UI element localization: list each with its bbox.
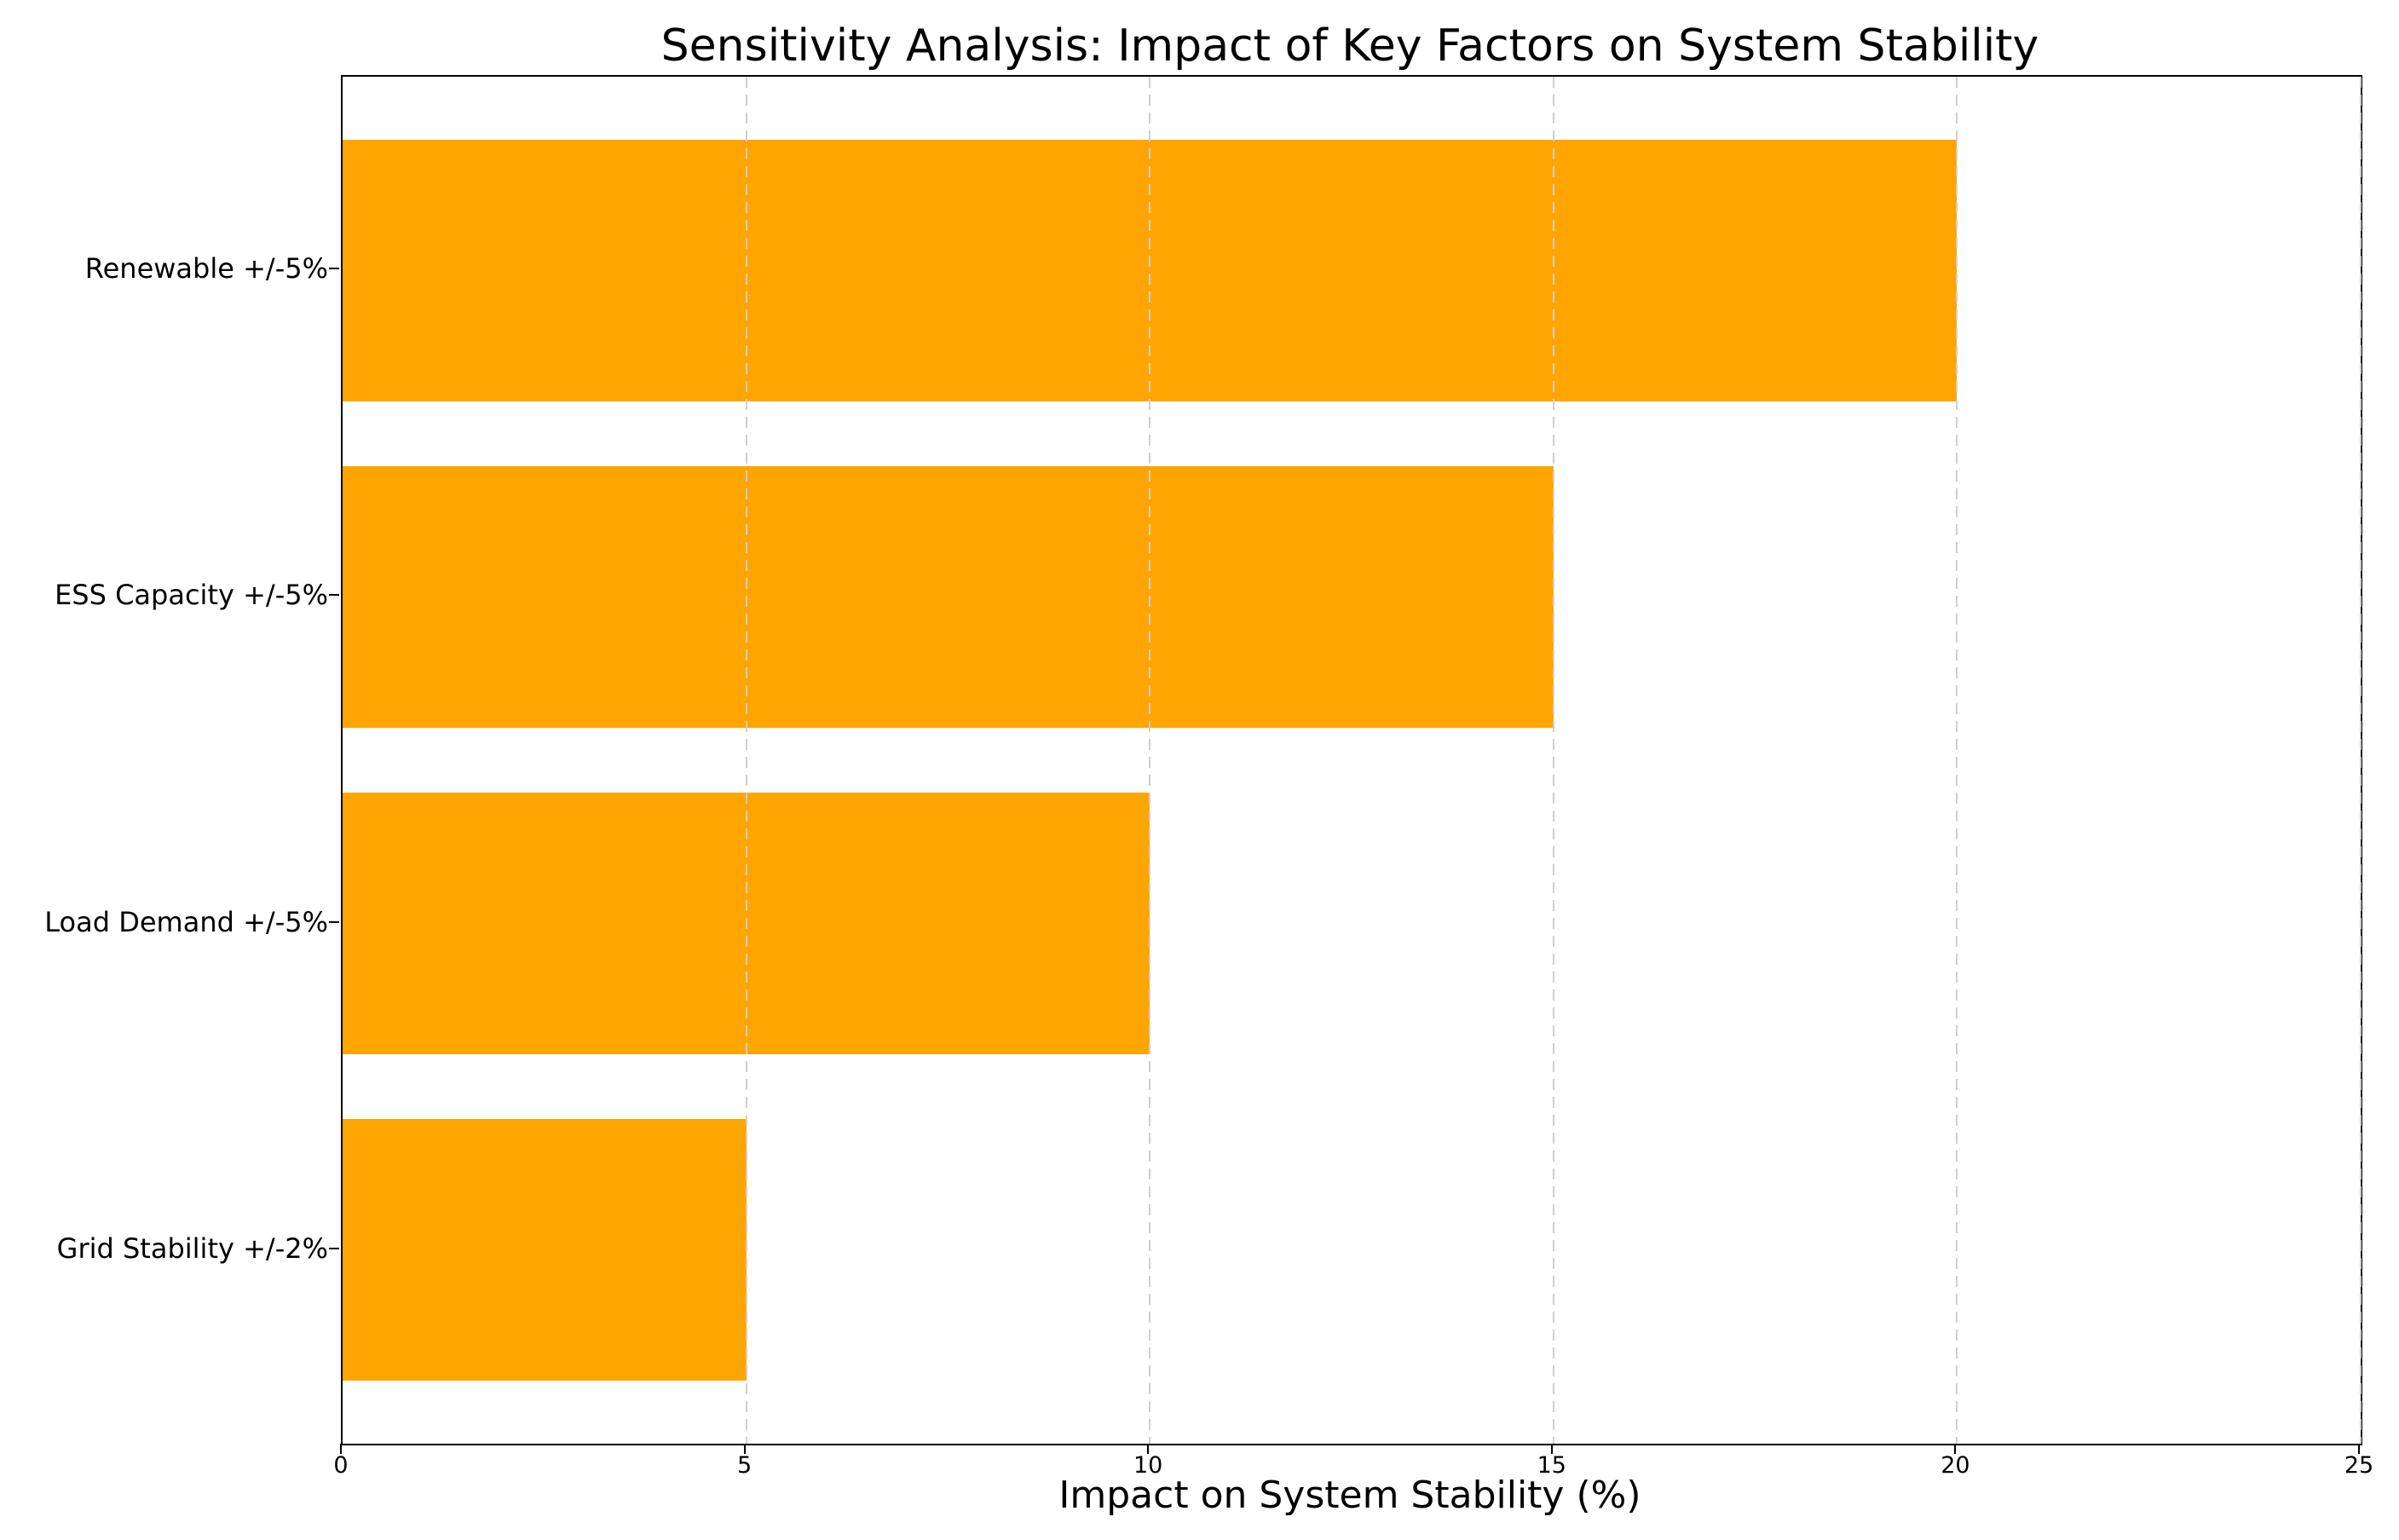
x-tick-label: 15 — [1537, 1452, 1566, 1479]
gridline-x-20 — [1956, 77, 1958, 1444]
x-tick-label: 20 — [1941, 1452, 1970, 1479]
x-tick-mark — [1954, 1444, 1957, 1454]
x-tick-label: 25 — [2344, 1452, 2374, 1479]
gridline-x-25 — [2360, 77, 2362, 1444]
y-tick-label: ESS Capacity +/-5% — [55, 579, 328, 612]
y-tick-label: Load Demand +/-5% — [44, 905, 328, 938]
x-tick-mark — [2358, 1444, 2360, 1454]
y-tick-mark — [329, 920, 339, 923]
x-axis-label: Impact on System Stability (%) — [1058, 1474, 1641, 1517]
bar-grid-stability-2 — [343, 1119, 747, 1381]
y-tick-mark — [329, 594, 339, 597]
y-tick-label: Renewable +/-5% — [84, 252, 328, 285]
gridline-x-15 — [1552, 77, 1554, 1444]
gridline-x-10 — [1149, 77, 1151, 1444]
x-tick-mark — [1147, 1444, 1150, 1454]
gridline-x-5 — [745, 77, 747, 1444]
y-tick-mark — [329, 1247, 339, 1249]
plot-area — [341, 75, 2362, 1445]
bar-ess-capacity-5 — [343, 465, 1554, 728]
x-tick-mark — [340, 1444, 342, 1454]
x-tick-label: 10 — [1133, 1452, 1163, 1479]
x-tick-mark — [1550, 1444, 1553, 1454]
x-tick-label: 5 — [737, 1452, 753, 1479]
x-tick-label: 0 — [333, 1452, 349, 1479]
y-tick-label: Grid Stability +/-2% — [56, 1231, 328, 1265]
x-tick-mark — [743, 1444, 746, 1454]
chart-title: Sensitivity Analysis: Impact of Key Fact… — [660, 20, 2039, 72]
y-tick-mark — [329, 268, 339, 269]
